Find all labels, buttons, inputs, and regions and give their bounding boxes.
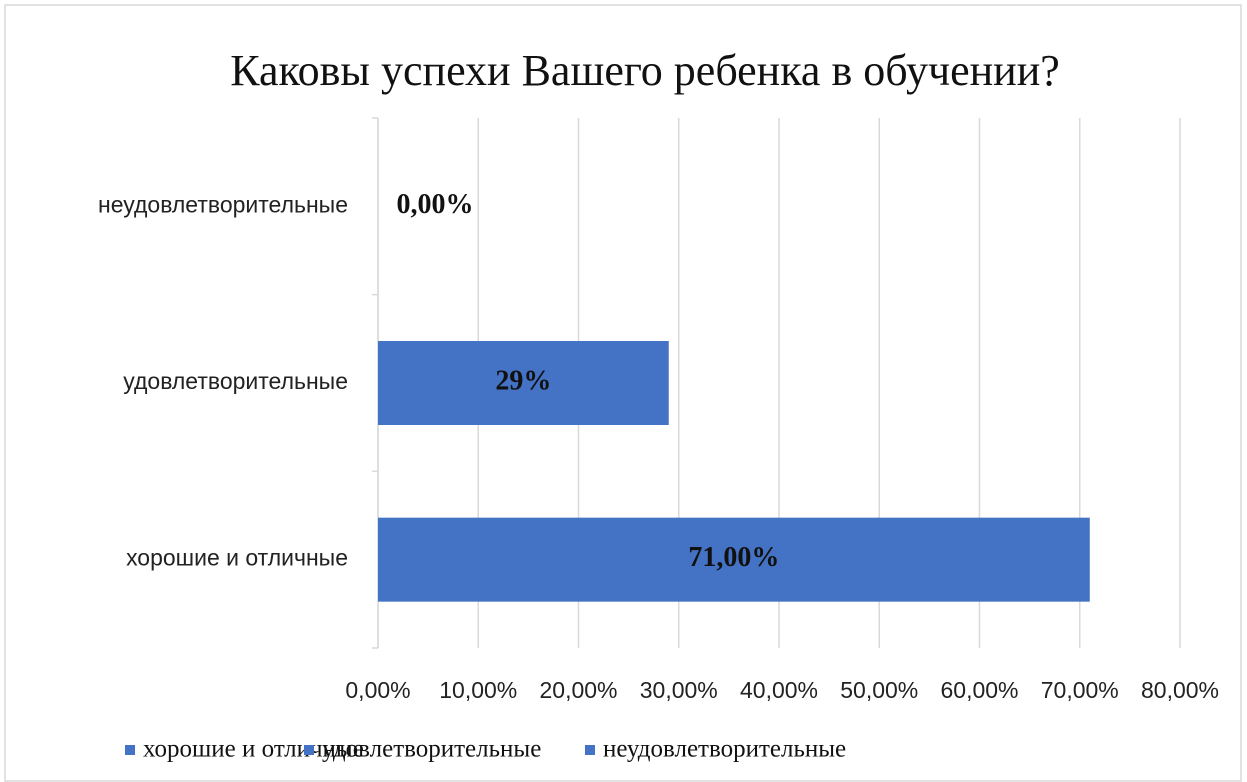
x-tick-label: 40,00%: [740, 677, 818, 703]
bar: [378, 341, 669, 425]
legend-label: хорошие и отличные: [143, 736, 364, 763]
data-label: 71,00%: [688, 542, 779, 573]
legend-label: удовлетворительные: [322, 736, 541, 763]
x-tick-label: 20,00%: [539, 677, 617, 703]
x-tick-label: 80,00%: [1141, 677, 1219, 703]
legend-label: неудовлетворительные: [603, 736, 846, 763]
legend-swatch: [304, 745, 314, 755]
y-tick-label: неудовлетворительные: [98, 191, 348, 217]
legend-swatch: [125, 745, 135, 755]
bar: [378, 517, 1090, 602]
y-tick-label: хорошие и отличные: [126, 545, 348, 571]
x-tick-label: 30,00%: [640, 677, 718, 703]
y-tick-label: удовлетворительные: [123, 368, 348, 394]
x-tick-label: 10,00%: [439, 677, 517, 703]
x-tick-label: 60,00%: [940, 677, 1018, 703]
data-label: 0,00%: [397, 189, 474, 220]
legend-swatch: [585, 745, 595, 755]
x-tick-label: 0,00%: [345, 677, 410, 703]
chart-title: Каковы успехи Вашего ребенка в обучении?: [230, 46, 1060, 95]
x-tick-label: 50,00%: [840, 677, 918, 703]
data-label: 29%: [495, 365, 551, 396]
x-tick-label: 70,00%: [1041, 677, 1119, 703]
